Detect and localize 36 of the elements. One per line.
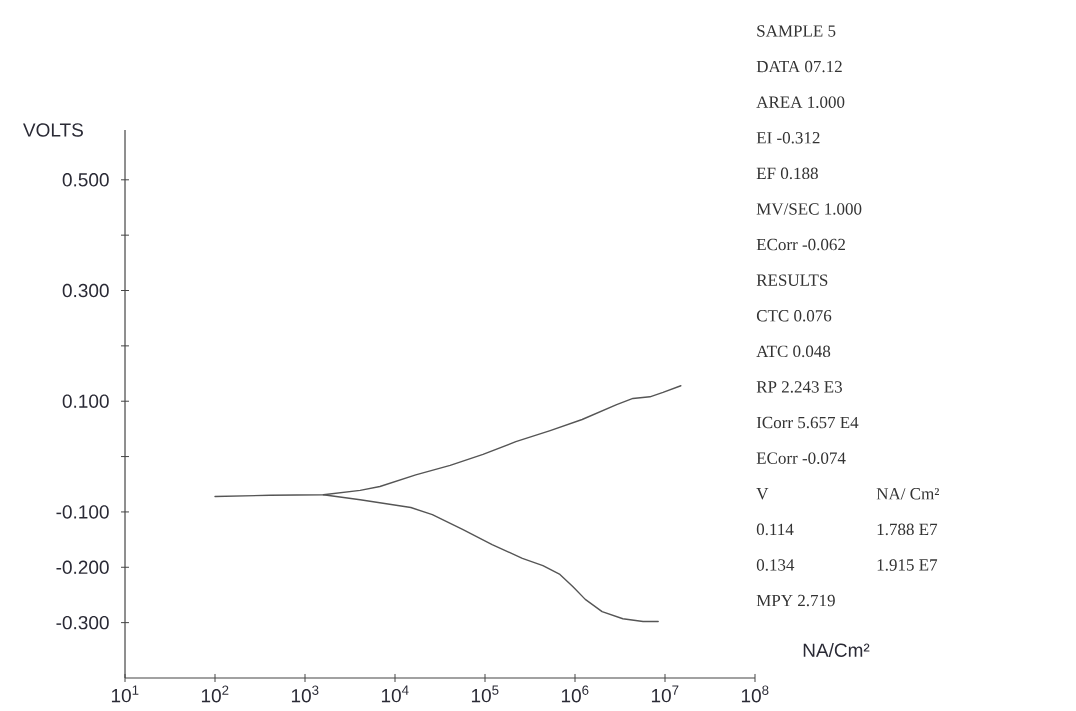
text: ECorr -0.062 bbox=[756, 238, 845, 251]
x-tick-label: 10$^{2}$ bbox=[201, 685, 229, 703]
text: EI -0.312 bbox=[756, 132, 820, 144]
y-axis-title: VOLTS bbox=[23, 123, 83, 137]
y-tick-label: -0.300 bbox=[56, 615, 109, 630]
text: ATC 0.048 bbox=[756, 345, 831, 358]
text: 0.114 bbox=[756, 523, 794, 536]
text: EF 0.188 bbox=[756, 167, 818, 180]
text: V bbox=[756, 488, 769, 500]
x-tick-label: 10$^{4}$ bbox=[381, 685, 409, 703]
x-tick-label: 10$^{6}$ bbox=[561, 685, 589, 703]
x-tick-label: 10$^{5}$ bbox=[471, 685, 499, 703]
y-tick-label: -0.200 bbox=[56, 560, 109, 575]
x-tick-label: 10$^{1}$ bbox=[111, 685, 139, 703]
text: ICorr 5.657 E4 bbox=[756, 416, 859, 429]
x-tick-label: 10$^{7}$ bbox=[651, 685, 679, 703]
x-axis-title: NA/Cm² bbox=[803, 643, 870, 657]
text: RP 2.243 E3 bbox=[756, 381, 842, 393]
text: RESULTS bbox=[756, 274, 828, 286]
text: ECorr -0.074 bbox=[756, 452, 846, 464]
text: 1.915 E7 bbox=[877, 559, 938, 571]
text: MV/SEC 1.000 bbox=[756, 203, 862, 215]
text: CTC 0.076 bbox=[756, 310, 832, 322]
x-tick-label: 10$^{8}$ bbox=[741, 685, 769, 703]
y-tick-label: 0.300 bbox=[62, 283, 109, 298]
x-tick-label: 10$^{3}$ bbox=[291, 685, 319, 703]
y-tick-label: 0.500 bbox=[62, 173, 109, 187]
text: NA/ Cm² bbox=[876, 488, 939, 500]
text: DATA 07.12 bbox=[756, 60, 842, 73]
text: 1.788 E7 bbox=[877, 523, 938, 536]
text: 0.134 bbox=[756, 559, 795, 571]
y-tick-label: -0.100 bbox=[56, 505, 109, 519]
text: SAMPLE 5 bbox=[757, 25, 836, 37]
text: MPY 2.719 bbox=[756, 594, 835, 607]
y-tick-label: 0.100 bbox=[62, 394, 109, 408]
text: AREA 1.000 bbox=[756, 96, 845, 108]
